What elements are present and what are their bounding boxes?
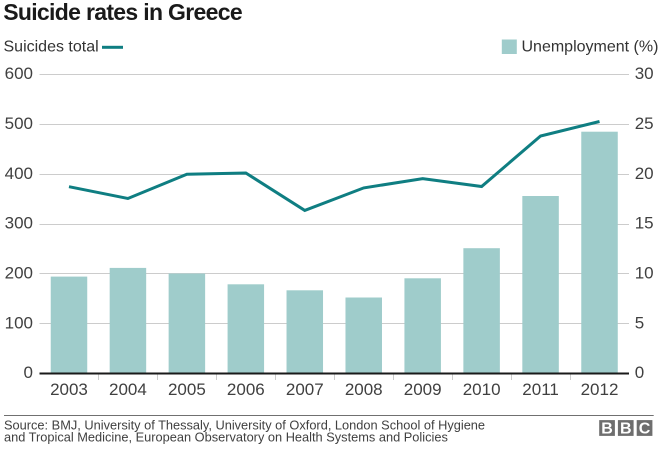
svg-text:300: 300 — [5, 214, 33, 233]
svg-text:500: 500 — [5, 114, 33, 133]
svg-text:B: B — [601, 421, 613, 438]
svg-text:2006: 2006 — [227, 380, 265, 399]
svg-text:C: C — [639, 421, 651, 438]
svg-text:Source: BMJ, University of The: Source: BMJ, University of Thessaly, Uni… — [4, 418, 485, 433]
svg-text:2009: 2009 — [404, 380, 442, 399]
svg-text:400: 400 — [5, 164, 33, 183]
svg-text:200: 200 — [5, 264, 33, 283]
svg-text:15: 15 — [635, 214, 654, 233]
svg-text:10: 10 — [635, 264, 654, 283]
svg-text:Suicide rates in Greece: Suicide rates in Greece — [3, 0, 242, 25]
svg-text:0: 0 — [24, 363, 33, 382]
svg-text:2010: 2010 — [463, 380, 501, 399]
svg-text:Unemployment (%): Unemployment (%) — [522, 39, 659, 56]
svg-text:20: 20 — [635, 164, 654, 183]
svg-text:B: B — [620, 421, 632, 438]
svg-text:0: 0 — [635, 363, 644, 382]
svg-text:2003: 2003 — [50, 380, 88, 399]
svg-text:5: 5 — [635, 313, 644, 332]
svg-text:and Tropical Medicine, Europea: and Tropical Medicine, European Observat… — [4, 430, 448, 445]
svg-text:2004: 2004 — [109, 380, 147, 399]
svg-text:Suicides total: Suicides total — [4, 39, 99, 56]
svg-text:25: 25 — [635, 114, 654, 133]
svg-text:600: 600 — [5, 64, 33, 83]
svg-text:2007: 2007 — [286, 380, 324, 399]
svg-text:2012: 2012 — [581, 380, 619, 399]
svg-text:100: 100 — [5, 313, 33, 332]
svg-text:30: 30 — [635, 64, 654, 83]
svg-text:2005: 2005 — [168, 380, 206, 399]
svg-text:2011: 2011 — [522, 380, 559, 399]
svg-text:2008: 2008 — [345, 380, 383, 399]
